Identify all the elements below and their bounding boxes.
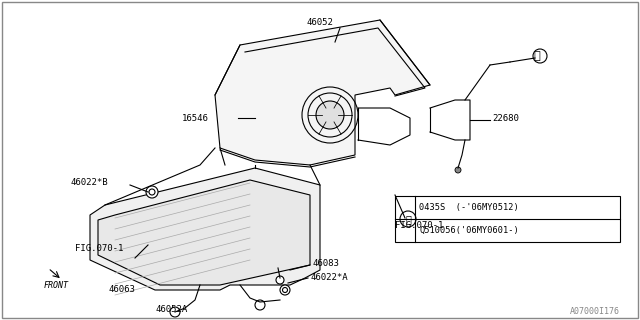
FancyBboxPatch shape <box>395 196 620 242</box>
Text: 46022*A: 46022*A <box>310 274 348 283</box>
Text: FIG.070-1: FIG.070-1 <box>75 244 124 252</box>
Text: 46052: 46052 <box>307 18 333 27</box>
Text: FIG.070-1: FIG.070-1 <box>395 220 444 229</box>
Text: Q510056('06MY0601-): Q510056('06MY0601-) <box>419 226 519 235</box>
Circle shape <box>255 300 265 310</box>
Text: 46052A: 46052A <box>155 306 188 315</box>
Circle shape <box>146 186 158 198</box>
Circle shape <box>276 276 284 284</box>
Text: 0435S  (-'06MY0512): 0435S (-'06MY0512) <box>419 203 519 212</box>
Text: ①: ① <box>405 214 411 224</box>
Text: 46083: 46083 <box>312 260 339 268</box>
Polygon shape <box>215 20 430 165</box>
Text: A07000I176: A07000I176 <box>570 308 620 316</box>
Polygon shape <box>90 168 320 290</box>
Text: FRONT: FRONT <box>44 281 69 290</box>
Text: 46063: 46063 <box>108 285 135 294</box>
Text: 16546: 16546 <box>182 114 209 123</box>
Circle shape <box>280 285 290 295</box>
Polygon shape <box>98 180 310 285</box>
Circle shape <box>170 307 180 317</box>
Circle shape <box>455 167 461 173</box>
Circle shape <box>316 101 344 129</box>
Text: 46022*B: 46022*B <box>70 178 108 187</box>
Text: ①: ① <box>534 51 540 61</box>
Text: 22680: 22680 <box>492 114 519 123</box>
Circle shape <box>533 49 547 63</box>
